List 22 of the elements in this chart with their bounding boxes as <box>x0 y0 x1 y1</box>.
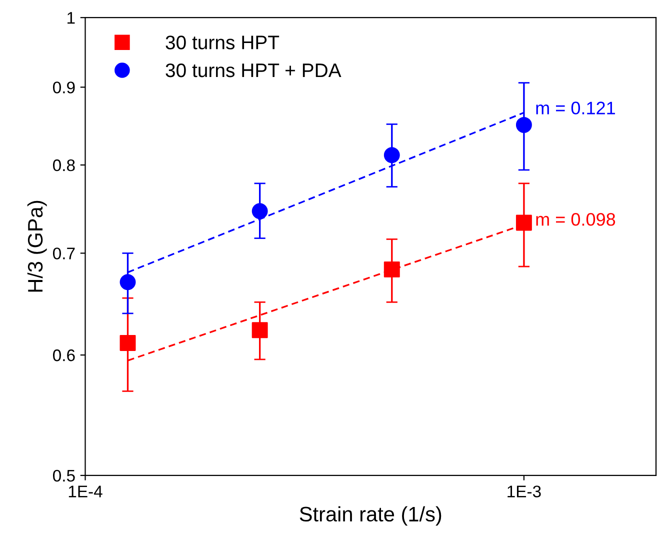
annotation: m = 0.121 <box>536 102 615 114</box>
point <box>516 214 532 231</box>
y-axis-title: H/3 (GPa) <box>27 200 47 292</box>
point <box>252 203 268 220</box>
annotation: m = 0.098 <box>536 213 616 226</box>
point <box>384 261 400 278</box>
point <box>120 335 136 351</box>
y-tick-label: 0.6 <box>53 349 75 362</box>
y-tick-label: 1 <box>68 12 75 24</box>
point <box>516 116 532 133</box>
y-tick-label: 0.9 <box>53 82 75 94</box>
legend-label: 30 turns HPT <box>166 36 280 50</box>
legend-label: 30 turns HPT + PDA <box>166 63 342 78</box>
x-tick-label: 1E-3 <box>508 486 541 498</box>
y-tick-label: 0.5 <box>53 470 75 482</box>
y-tick-label: 0.8 <box>53 159 75 172</box>
point <box>384 147 400 164</box>
x-axis-title: Strain rate (1/s) <box>300 506 442 526</box>
y-tick-label: 0.7 <box>53 248 75 260</box>
point <box>252 322 268 338</box>
point <box>120 274 136 290</box>
x-tick-label: 1E-4 <box>68 486 102 498</box>
